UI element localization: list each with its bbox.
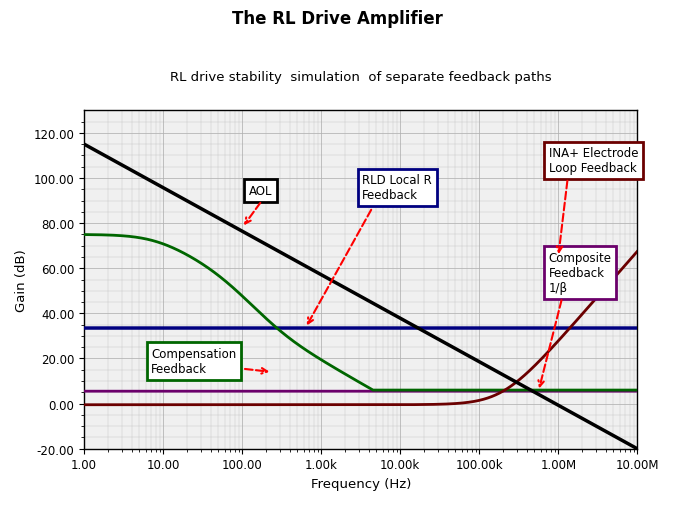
- Text: The RL Drive Amplifier: The RL Drive Amplifier: [232, 10, 442, 28]
- Text: RLD Local R
Feedback: RLD Local R Feedback: [363, 174, 432, 202]
- Text: Composite
Feedback
1/β: Composite Feedback 1/β: [549, 251, 612, 294]
- X-axis label: Frequency (Hz): Frequency (Hz): [311, 477, 411, 490]
- Text: INA+ Electrode
Loop Feedback: INA+ Electrode Loop Feedback: [549, 147, 638, 175]
- Text: AOL: AOL: [249, 184, 272, 197]
- Title: RL drive stability  simulation  of separate feedback paths: RL drive stability simulation of separat…: [170, 71, 551, 84]
- Y-axis label: Gain (dB): Gain (dB): [15, 248, 28, 311]
- Text: Compensation
Feedback: Compensation Feedback: [152, 347, 237, 375]
